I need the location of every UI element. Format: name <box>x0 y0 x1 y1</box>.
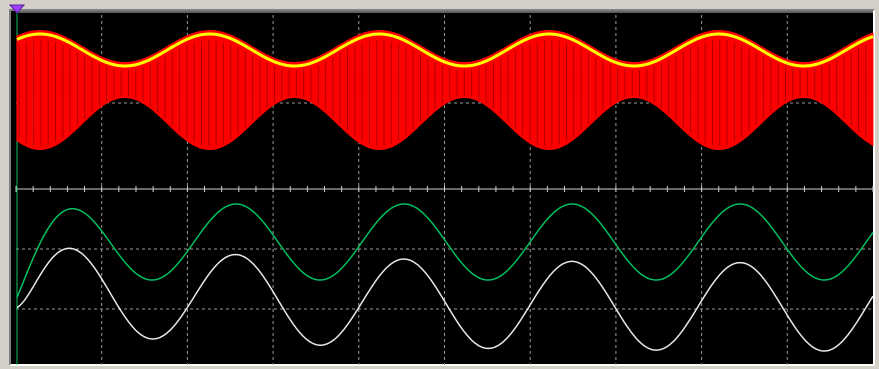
carrier-stripes <box>18 40 867 146</box>
series-envelope-yellow <box>16 32 874 68</box>
series-white-sine <box>16 247 874 352</box>
series-green-sine <box>16 203 874 298</box>
trigger-marker-icon[interactable] <box>9 4 25 14</box>
